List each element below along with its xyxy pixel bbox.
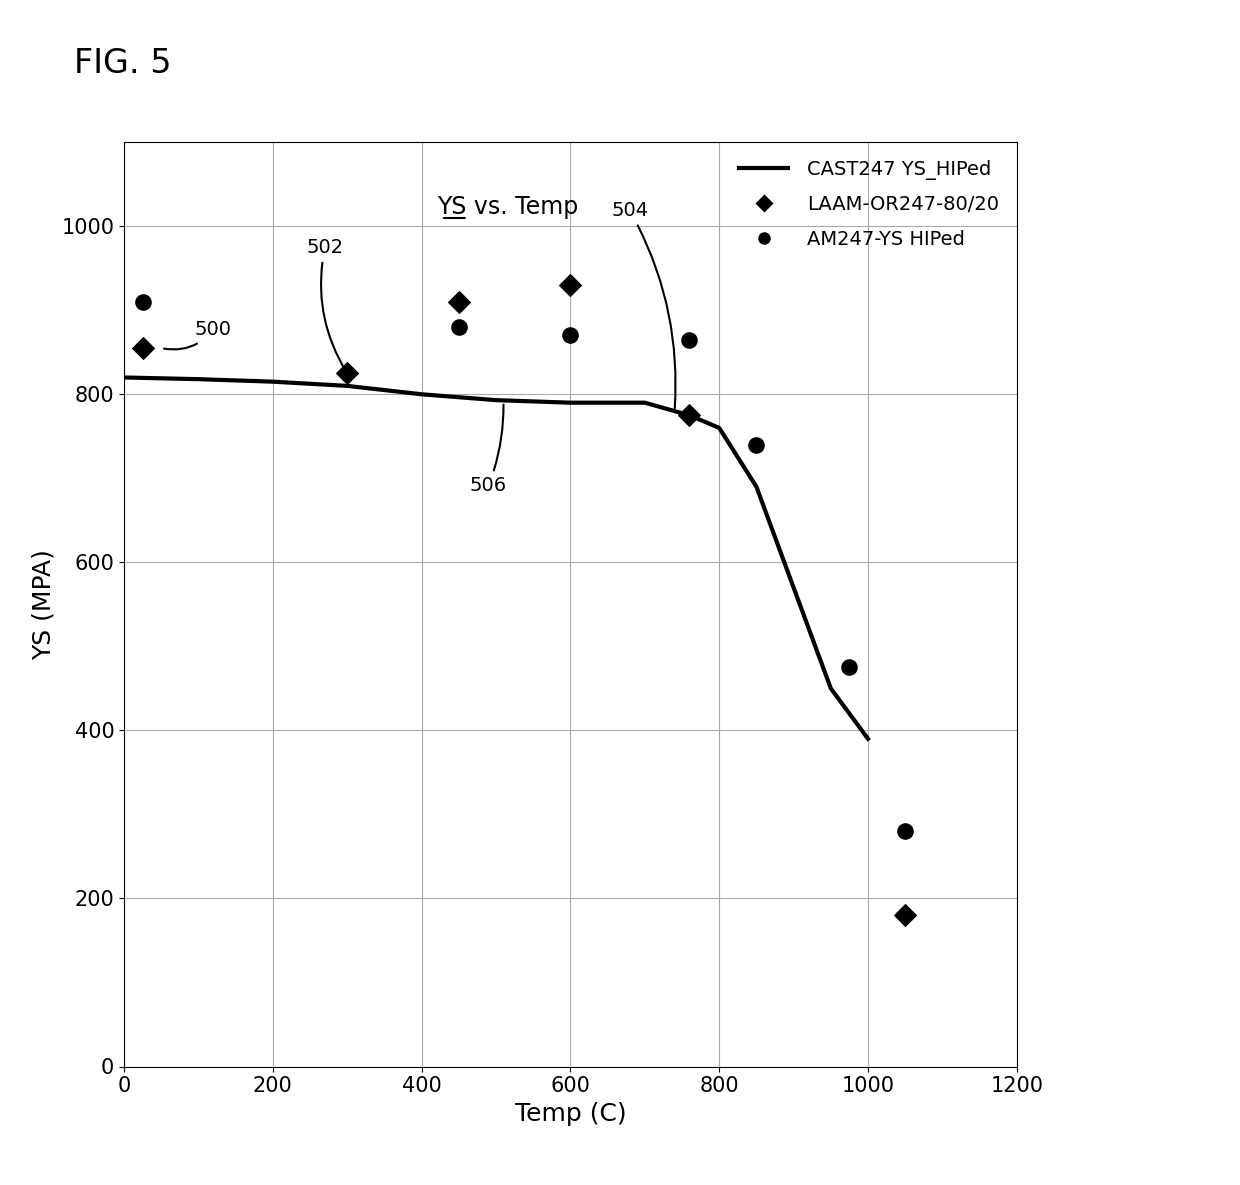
LAAM-OR247-80/20 bbox=[133, 339, 153, 358]
LAAM-OR247-80/20 bbox=[449, 293, 469, 312]
Legend: CAST247 YS_HIPed, LAAM-OR247-80/20, AM247-YS HIPed: CAST247 YS_HIPed, LAAM-OR247-80/20, AM24… bbox=[732, 152, 1007, 257]
X-axis label: Temp (C): Temp (C) bbox=[515, 1102, 626, 1126]
LAAM-OR247-80/20 bbox=[895, 905, 915, 924]
AM247-YS HIPed bbox=[449, 318, 469, 337]
Text: YS vs. Temp: YS vs. Temp bbox=[438, 194, 579, 219]
LAAM-OR247-80/20 bbox=[680, 405, 699, 424]
Y-axis label: YS (MPA): YS (MPA) bbox=[32, 549, 56, 660]
Text: 500: 500 bbox=[164, 320, 232, 350]
Text: 506: 506 bbox=[470, 404, 507, 495]
Text: FIG. 5: FIG. 5 bbox=[74, 47, 172, 81]
Text: 504: 504 bbox=[611, 201, 676, 409]
AM247-YS HIPed bbox=[839, 658, 859, 677]
LAAM-OR247-80/20 bbox=[560, 276, 580, 295]
AM247-YS HIPed bbox=[746, 435, 766, 454]
AM247-YS HIPed bbox=[895, 821, 915, 840]
AM247-YS HIPed bbox=[560, 326, 580, 345]
LAAM-OR247-80/20 bbox=[337, 364, 357, 383]
AM247-YS HIPed bbox=[133, 293, 153, 312]
AM247-YS HIPed bbox=[680, 331, 699, 350]
Text: 502: 502 bbox=[306, 238, 346, 371]
